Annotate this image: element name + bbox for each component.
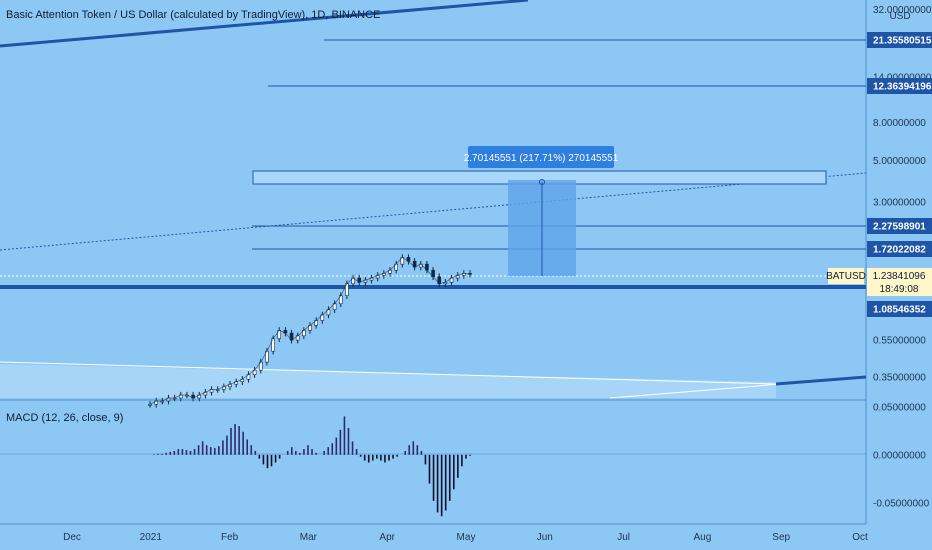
level-tag: [867, 32, 932, 48]
price-tick-label: 8.00000000: [873, 118, 926, 129]
blue-trendline-lower[interactable]: [775, 375, 867, 386]
time-tick-label: Feb: [221, 532, 239, 543]
wedge-fill: [0, 364, 776, 398]
current-price-tag: [867, 268, 932, 296]
price-line: [149, 256, 471, 405]
time-tick-label: Jun: [537, 532, 553, 543]
currency-label: USD: [889, 11, 910, 22]
price-level-tags: 21.35580515 12.36394196 2.27598901 1.720220…: [867, 32, 932, 317]
macd-title: MACD (12, 26, close, 9): [6, 412, 124, 424]
level-tag: [867, 218, 932, 234]
macd-axis: 0.05000000 0.00000000 -0.05000000: [873, 402, 930, 509]
symbol-tag: [828, 268, 864, 284]
time-tick-label: Oct: [852, 532, 868, 543]
countdown-timer: 18:49:08: [880, 284, 919, 295]
macd-tick-label: 0.05000000: [873, 402, 926, 413]
price-axis[interactable]: 32.00000000 14.00000000 8.00000000 5.000000…: [873, 5, 932, 383]
time-axis[interactable]: Dec 2021 Feb Mar Apr May Jun Jul Aug Sep Oct: [63, 532, 868, 543]
chart-title: Basic Attention Token / US Dollar (calcu…: [6, 9, 381, 21]
level-tag-label: 2.27598901: [873, 222, 926, 233]
price-tick-label: 5.00000000: [873, 156, 926, 167]
time-tick-label: Sep: [772, 532, 790, 543]
price-tick-label: 0.35000000: [873, 372, 926, 383]
time-tick-label: Aug: [694, 532, 712, 543]
level-tag-label: 21.35580515: [873, 36, 932, 47]
time-tick-label: Apr: [379, 532, 395, 543]
macd-tick-label: -0.05000000: [873, 498, 930, 509]
level-tag: [867, 78, 932, 94]
price-series: [148, 254, 472, 408]
time-tick-label: Jul: [617, 532, 630, 543]
upper-trendline[interactable]: [0, 0, 529, 48]
time-tick-label: May: [457, 532, 476, 543]
measure-label: 2.70145551 (217.71%) 270145551: [464, 153, 619, 164]
level-tag-label: 1.72022082: [873, 245, 926, 256]
macd-histogram: [153, 416, 471, 517]
white-trendline[interactable]: [0, 361, 777, 385]
symbol-label: BATUSD: [826, 271, 866, 282]
current-price-value: 1.23841096: [873, 271, 926, 282]
level-tag: [867, 241, 932, 257]
time-tick-label: Mar: [300, 532, 318, 543]
measure-label-box: [468, 146, 614, 168]
price-tick-label: 0.55000000: [873, 336, 926, 347]
candle-body: [148, 403, 152, 406]
price-tick-label: 14.00000000: [873, 72, 932, 83]
time-tick-label: 2021: [140, 532, 163, 543]
level-tag-label: 1.08546352: [873, 305, 926, 316]
time-tick-label: Dec: [63, 532, 81, 543]
level-tag-label: 12.36394196: [873, 82, 932, 93]
measure-arrow-head: [539, 179, 545, 185]
dotted-trendline[interactable]: [0, 172, 867, 251]
macd-tick-label: 0.00000000: [873, 450, 926, 461]
price-tick-label: 3.00000000: [873, 198, 926, 209]
level-tag: [867, 301, 932, 317]
price-tick-label: 32.00000000: [873, 5, 932, 16]
